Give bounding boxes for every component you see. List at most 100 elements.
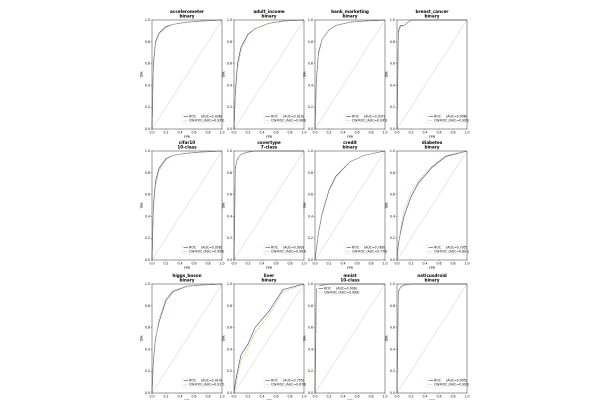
y-tick-label: 0.0	[308, 391, 313, 395]
legend-label: ROC (AUC=0.910)	[271, 115, 304, 119]
y-tick-label: 0.0	[145, 127, 150, 131]
diagonal	[314, 19, 386, 130]
x-tick-label: 0.6	[436, 395, 441, 399]
x-tick-label: 1.0	[301, 131, 306, 135]
plot-frame	[314, 19, 386, 130]
x-axis-label: FPR	[347, 266, 354, 270]
y-tick-label: 0.8	[308, 40, 313, 44]
chart-title: accelerometer	[170, 9, 205, 14]
legend-label: CW-ROC (AUC=0.801)	[434, 250, 469, 254]
x-tick-label: 0.2	[163, 131, 168, 135]
y-axis-label: TPR	[222, 202, 226, 210]
roc-line	[233, 283, 305, 394]
y-axis-label: TPR	[385, 202, 389, 210]
y-tick-label: 0.8	[145, 171, 150, 175]
roc-line	[233, 19, 305, 130]
x-tick-label: 0.6	[191, 131, 196, 135]
y-tick-label: 0.2	[227, 105, 232, 109]
y-axis-label: TPR	[222, 71, 226, 79]
x-tick-label: 0.6	[354, 395, 359, 399]
diagonal	[396, 150, 468, 261]
y-tick-label: 0.4	[227, 214, 232, 218]
diagonal	[233, 283, 305, 394]
x-axis-label: FPR	[184, 266, 191, 270]
legend-label: CW-ROC (AUC=0.935)	[352, 119, 387, 123]
x-tick-label: 0.4	[259, 131, 264, 135]
y-tick-label: 0.8	[308, 304, 313, 308]
plot-frame	[151, 19, 223, 130]
y-axis-label: TPR	[385, 335, 389, 343]
x-tick-label: 0.8	[205, 131, 210, 135]
y-tick-label: 0.8	[390, 304, 395, 308]
y-tick-label: 0.6	[308, 193, 313, 197]
chart-title: naticusdroid	[417, 273, 447, 278]
diagonal	[151, 283, 223, 394]
legend-label: ROC (AUC=0.780)	[352, 246, 385, 250]
x-tick-label: 0.4	[340, 395, 345, 399]
diagonal	[314, 150, 386, 261]
legend-box	[426, 113, 466, 124]
x-tick-label: 0.8	[450, 262, 455, 266]
diagonal	[151, 19, 223, 130]
legend-label: CW-ROC (AUC=0.678)	[271, 383, 306, 387]
chart-title: credit	[343, 140, 357, 145]
x-tick-label: 0.6	[354, 131, 359, 135]
roc-line	[314, 19, 386, 130]
plot-frame	[396, 283, 468, 394]
y-tick-label: 0.8	[308, 171, 313, 175]
x-axis-label: FPR	[429, 266, 436, 270]
x-tick-label: 0.2	[408, 395, 413, 399]
plot-frame	[151, 150, 223, 261]
y-tick-label: 1.0	[227, 18, 232, 22]
y-axis-label: TPR	[303, 335, 307, 343]
y-tick-label: 0.2	[390, 369, 395, 373]
x-tick-label: 0.6	[273, 131, 278, 135]
plot-frame	[233, 283, 305, 394]
y-axis-label: TPR	[303, 202, 307, 210]
x-tick-label: 0.8	[368, 395, 373, 399]
x-tick-label: 0.0	[312, 262, 317, 266]
legend-box	[181, 244, 221, 255]
y-tick-label: 0.8	[227, 304, 232, 308]
plot-frame	[396, 19, 468, 130]
x-tick-label: 0.4	[422, 395, 427, 399]
x-tick-label: 0.0	[231, 131, 236, 135]
y-tick-label: 0.0	[308, 258, 313, 262]
y-tick-label: 0.6	[145, 62, 150, 66]
x-axis-label: FPR	[184, 135, 191, 139]
legend-label: CW-ROC (AUC=0.906)	[271, 119, 306, 123]
legend-box	[181, 113, 221, 124]
legend-label: CW-ROC (AUC=0.935)	[189, 119, 224, 123]
legend-label: CW-ROC (AUC=0.999)	[324, 291, 359, 295]
y-tick-label: 0.6	[227, 193, 232, 197]
y-tick-label: 0.0	[227, 258, 232, 262]
legend-label: ROC (AUC=0.705)	[271, 379, 304, 383]
x-tick-label: 0.6	[354, 262, 359, 266]
chart-title: cifar10	[179, 140, 196, 145]
y-tick-label: 1.0	[227, 149, 232, 153]
legend-label: ROC (AUC=0.993)	[271, 246, 304, 250]
x-tick-label: 0.4	[259, 395, 264, 399]
plot-frame	[151, 283, 223, 394]
chart-subtitle: binary	[342, 145, 357, 150]
x-tick-label: 0.4	[177, 395, 182, 399]
roc-line	[151, 19, 223, 130]
y-tick-label: 0.2	[390, 236, 395, 240]
y-tick-label: 0.4	[390, 347, 395, 351]
legend-label: ROC (AUC=0.914)	[189, 379, 222, 383]
x-tick-label: 0.4	[422, 131, 427, 135]
x-tick-label: 0.8	[287, 131, 292, 135]
y-tick-label: 0.0	[145, 391, 150, 395]
legend-box	[181, 377, 221, 388]
legend-box	[344, 244, 384, 255]
legend-label: ROC (AUC=0.995)	[434, 379, 467, 383]
x-tick-label: 1.0	[382, 131, 387, 135]
chart-title: covertype	[257, 140, 281, 145]
y-tick-label: 1.0	[390, 149, 395, 153]
legend-label: ROC (AUC=0.958)	[189, 246, 222, 250]
y-tick-label: 0.6	[145, 326, 150, 330]
x-tick-label: 1.0	[464, 262, 469, 266]
x-tick-label: 0.2	[408, 262, 413, 266]
y-tick-label: 0.4	[308, 347, 313, 351]
